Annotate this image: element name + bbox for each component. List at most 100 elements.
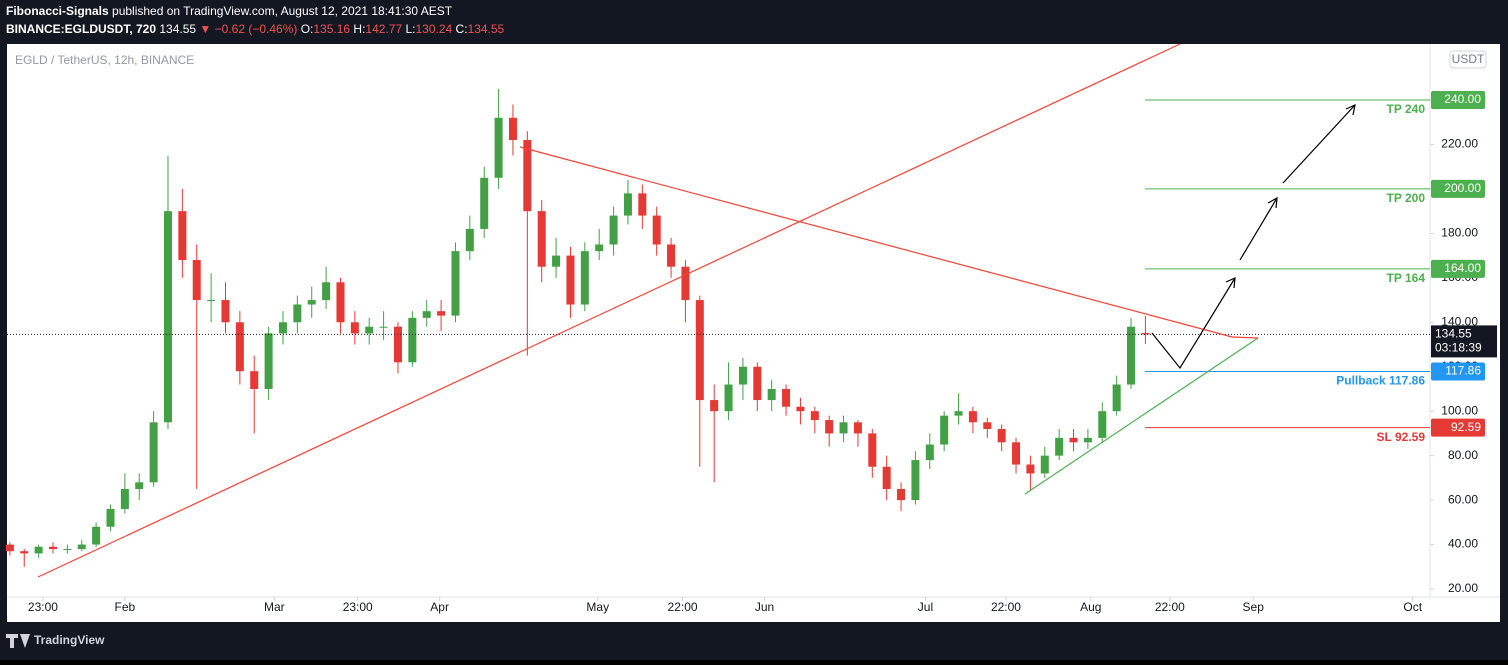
candle-body — [278, 322, 287, 334]
candle-body — [1026, 464, 1035, 474]
drawings — [37, 43, 1356, 578]
x-tick-label: May — [586, 600, 609, 614]
trend-line — [1231, 336, 1259, 339]
candle-body — [552, 255, 561, 267]
trend-line — [519, 146, 1233, 338]
brand-logo — [6, 634, 30, 648]
candle-body — [322, 282, 331, 301]
currency: USDT — [1452, 52, 1485, 66]
candle-body — [192, 260, 201, 301]
candle-body — [1069, 437, 1078, 443]
candle-body — [48, 546, 57, 549]
candle-body — [422, 311, 431, 318]
candle-body — [623, 193, 632, 216]
change: ▼ −0.62 (−0.46%) — [199, 22, 297, 36]
y-tick-label: 20.00 — [1448, 581, 1478, 595]
path-arrow — [1239, 197, 1278, 261]
candle-body — [968, 411, 977, 423]
l-label: L: — [405, 22, 415, 36]
candle-body — [523, 140, 532, 212]
level-tag-label: 117.86 — [1445, 364, 1481, 378]
candle-body — [1141, 333, 1150, 335]
level-tag — [1431, 362, 1485, 381]
candle-body — [494, 117, 503, 178]
candle-body — [178, 211, 187, 261]
y-tick-label: 140.00 — [1441, 314, 1478, 328]
candle-body — [681, 266, 690, 301]
candle-body — [207, 300, 216, 302]
candle-body — [264, 333, 273, 389]
candle-body — [5, 544, 14, 552]
level-name: SL 92.59 — [1377, 430, 1426, 444]
c-label: C: — [456, 22, 468, 36]
candle-body — [221, 300, 230, 323]
candle-body — [767, 388, 776, 401]
candle-body — [782, 388, 791, 407]
candle-body — [1112, 384, 1121, 412]
level-name: TP 164 — [1387, 271, 1426, 285]
x-tick-label: 23:00 — [28, 600, 58, 614]
y-tick-label: 60.00 — [1448, 492, 1478, 506]
candle-body — [508, 117, 517, 141]
candle-body — [652, 215, 661, 245]
candle-body — [1127, 326, 1136, 385]
candle-body — [868, 433, 877, 467]
y-tick-label: 40.00 — [1448, 537, 1478, 551]
x-tick-label: Aug — [1080, 600, 1101, 614]
level-tag-label: 92.59 — [1451, 420, 1481, 434]
y-tick-label: 220.00 — [1441, 137, 1478, 151]
x-tick-label: Apr — [430, 600, 449, 614]
x-tick-label: Feb — [115, 600, 136, 614]
candle-body — [638, 193, 647, 216]
symbol-line: BINANCE:EGLDUSDT, 720 134.55 ▼ −0.62 (−0… — [6, 22, 505, 36]
candle-body — [63, 548, 72, 550]
path-arrow — [1282, 104, 1356, 184]
candle-body — [480, 177, 489, 229]
symbol: BINANCE:EGLDUSDT, 720 — [6, 22, 156, 36]
y-tick-label: 180.00 — [1441, 226, 1478, 240]
candle-body — [954, 411, 963, 416]
candle-body — [882, 466, 891, 489]
candle-body — [667, 244, 676, 267]
level-tag — [1431, 91, 1485, 110]
candle-body — [451, 251, 460, 316]
candle-body — [738, 366, 747, 385]
candle-body — [1040, 455, 1049, 474]
h-label: H: — [353, 22, 365, 36]
chart-panel — [7, 44, 1500, 622]
candle-body — [120, 488, 129, 509]
trend-line — [1024, 337, 1259, 495]
candle-body — [250, 371, 259, 389]
level-tag — [1431, 179, 1485, 198]
candle-body — [695, 300, 704, 401]
h-value: 142.77 — [365, 22, 402, 36]
level-tag — [1431, 259, 1485, 278]
l-value: 130.24 — [415, 22, 452, 36]
candle-body — [1098, 411, 1107, 438]
candle-body — [710, 400, 719, 412]
level-tag-label: 200.00 — [1444, 181, 1481, 195]
candle-body — [1055, 437, 1064, 456]
candle-body — [77, 544, 86, 549]
o-label: O: — [301, 22, 314, 36]
arrow-head — [1267, 196, 1278, 209]
candle-body — [566, 255, 575, 305]
path-arrow — [1151, 277, 1236, 370]
author-name: Fibonacci-Signals — [6, 4, 109, 18]
candle-body — [537, 211, 546, 267]
x-tick-label: Sep — [1243, 600, 1265, 614]
candle-body — [293, 304, 302, 323]
o-value: 135.16 — [313, 22, 350, 36]
chart-legend: EGLD / TetherUS, 12h, BINANCE — [15, 53, 194, 67]
brand: TradingView — [34, 633, 105, 647]
candle-body — [350, 322, 359, 334]
candle-body — [135, 482, 144, 489]
candle-body — [149, 422, 158, 483]
candle-body — [437, 311, 446, 316]
y-tick-label: 100.00 — [1441, 403, 1478, 417]
last-price-label: 134.55 — [1435, 327, 1472, 341]
x-tick-label: 22:00 — [1155, 600, 1185, 614]
x-tick-label: 22:00 — [991, 600, 1021, 614]
